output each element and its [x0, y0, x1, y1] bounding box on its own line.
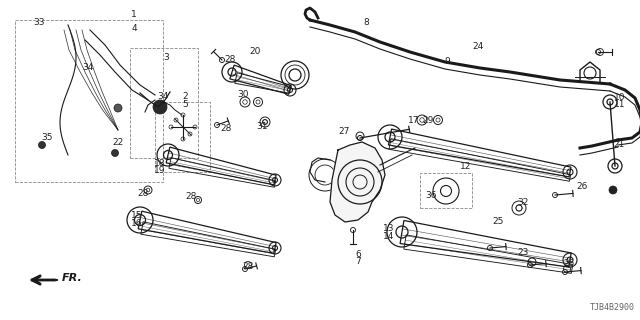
Text: 18: 18	[154, 159, 165, 168]
Bar	[130, 48, 198, 158]
Text: 25: 25	[563, 260, 575, 268]
Text: 24: 24	[472, 42, 484, 51]
Text: 23: 23	[517, 248, 529, 257]
Text: 28: 28	[224, 55, 236, 64]
Text: 1: 1	[131, 10, 137, 19]
Circle shape	[609, 186, 617, 194]
Text: 5: 5	[182, 100, 188, 108]
Circle shape	[114, 104, 122, 112]
Text: 15: 15	[131, 212, 143, 220]
Text: 8: 8	[364, 18, 369, 27]
Text: 33: 33	[33, 18, 45, 27]
Text: 7: 7	[355, 257, 361, 266]
Text: 17: 17	[408, 116, 420, 125]
Text: 28: 28	[186, 192, 197, 201]
Text: 28: 28	[221, 124, 232, 132]
Bar	[15, 20, 163, 182]
Circle shape	[111, 149, 118, 156]
Circle shape	[38, 141, 45, 148]
Text: 36: 36	[426, 191, 437, 200]
Text: 28: 28	[138, 189, 149, 198]
Polygon shape	[330, 142, 385, 222]
Text: 12: 12	[460, 162, 471, 171]
Text: 11: 11	[614, 100, 626, 109]
Text: 10: 10	[614, 93, 626, 102]
Text: 13: 13	[383, 224, 394, 233]
Text: 26: 26	[576, 182, 588, 191]
Text: FR.: FR.	[62, 273, 83, 283]
Circle shape	[153, 100, 167, 114]
Text: 19: 19	[154, 166, 165, 175]
Text: 34: 34	[82, 63, 93, 72]
FancyArrowPatch shape	[33, 277, 57, 283]
Text: 3: 3	[163, 53, 169, 62]
Text: 14: 14	[383, 232, 394, 241]
Text: 16: 16	[131, 219, 143, 228]
Text: 22: 22	[112, 138, 124, 147]
Bar	[155, 102, 210, 172]
Text: 27: 27	[338, 127, 349, 136]
Text: 6: 6	[355, 250, 361, 259]
Text: 34: 34	[157, 92, 168, 100]
Text: 28: 28	[242, 262, 253, 271]
Text: TJB4B2900: TJB4B2900	[590, 303, 635, 312]
Text: 32: 32	[517, 198, 529, 207]
Text: 2: 2	[182, 92, 188, 100]
Text: 20: 20	[250, 47, 261, 56]
Bar	[420, 173, 472, 208]
Text: 25: 25	[493, 217, 504, 226]
Text: 9: 9	[445, 57, 451, 66]
Text: 29: 29	[422, 116, 434, 125]
Text: 31: 31	[256, 122, 268, 131]
Text: 4: 4	[131, 24, 137, 33]
Text: 30: 30	[237, 90, 248, 99]
Text: 35: 35	[42, 133, 53, 142]
Text: 21: 21	[613, 140, 625, 149]
